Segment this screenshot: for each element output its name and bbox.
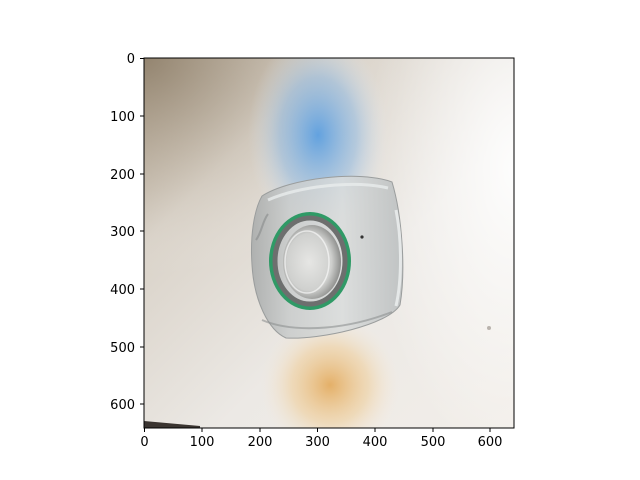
x-tick: 0: [140, 428, 149, 450]
y-axis: 0 100 200 300 400 500 600: [110, 52, 144, 413]
x-tick-label: 0: [140, 435, 148, 450]
x-tick: 600: [478, 428, 503, 450]
green-ring: [269, 212, 351, 310]
x-axis: 0 100 200 300 400 500 600: [140, 428, 502, 450]
x-tick: 400: [363, 428, 388, 450]
photo-image: [144, 58, 514, 428]
y-tick: 400: [110, 283, 144, 298]
x-tick-label: 200: [248, 435, 273, 450]
x-tick-label: 100: [190, 435, 215, 450]
y-tick: 200: [110, 168, 144, 183]
y-tick-label: 0: [127, 52, 135, 67]
y-tick: 0: [127, 52, 144, 67]
x-tick: 100: [190, 428, 215, 450]
y-tick-label: 500: [110, 341, 135, 356]
x-tick-label: 400: [363, 435, 388, 450]
bottle: [251, 175, 404, 339]
y-tick-label: 400: [110, 283, 135, 298]
y-tick: 100: [110, 110, 144, 125]
y-tick: 300: [110, 225, 144, 240]
y-tick: 500: [110, 341, 144, 356]
x-tick: 500: [421, 428, 446, 450]
bottle-opening: [283, 225, 341, 299]
x-tick-label: 500: [421, 435, 446, 450]
axes-frame: [143, 57, 515, 429]
y-tick-label: 200: [110, 168, 135, 183]
x-tick: 200: [248, 428, 273, 450]
x-tick: 300: [305, 428, 330, 450]
x-tick-label: 600: [478, 435, 503, 450]
y-tick-label: 100: [110, 110, 135, 125]
y-tick-label: 300: [110, 225, 135, 240]
y-tick-label: 600: [110, 398, 135, 413]
y-tick: 600: [110, 398, 144, 413]
x-tick-label: 300: [305, 435, 330, 450]
